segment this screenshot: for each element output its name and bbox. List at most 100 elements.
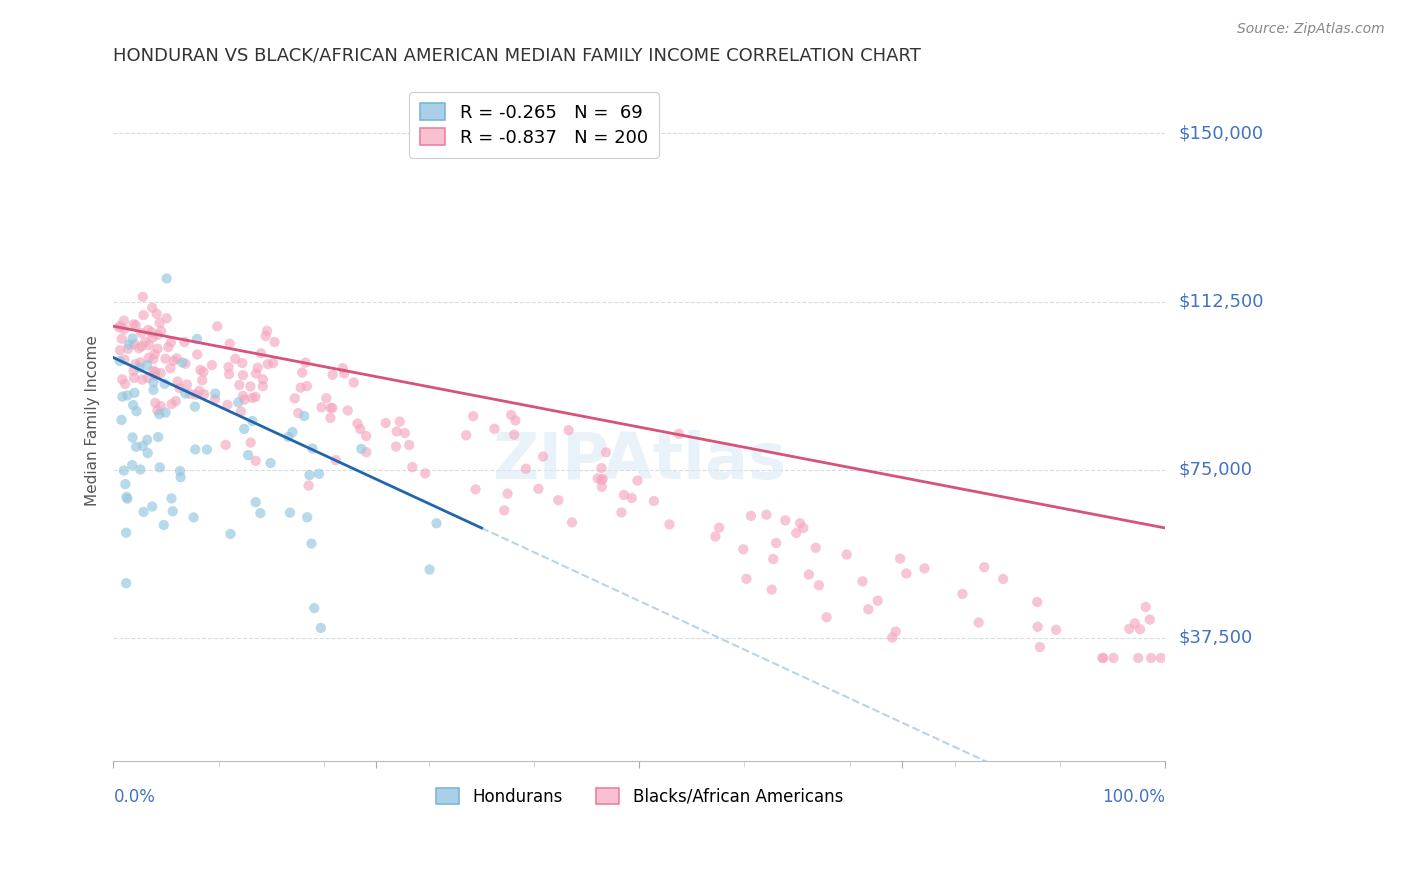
Point bbox=[297, 478, 319, 492]
Point bbox=[557, 423, 579, 437]
Point bbox=[374, 416, 396, 430]
Point bbox=[174, 357, 197, 371]
Point bbox=[254, 329, 277, 343]
Point bbox=[166, 351, 188, 366]
Point bbox=[111, 372, 134, 386]
Point bbox=[218, 336, 240, 351]
Text: $75,000: $75,000 bbox=[1180, 460, 1253, 479]
Point bbox=[1026, 595, 1049, 609]
Point bbox=[385, 440, 408, 454]
Point bbox=[884, 624, 907, 639]
Point bbox=[775, 513, 797, 527]
Point bbox=[112, 322, 135, 336]
Point bbox=[290, 381, 312, 395]
Point bbox=[111, 332, 134, 346]
Y-axis label: Median Family Income: Median Family Income bbox=[86, 334, 100, 506]
Point bbox=[141, 301, 163, 315]
Point bbox=[184, 442, 207, 457]
Point bbox=[733, 542, 755, 557]
Point bbox=[1045, 623, 1067, 637]
Point bbox=[157, 340, 180, 354]
Point bbox=[162, 504, 184, 518]
Point bbox=[346, 417, 368, 431]
Point bbox=[226, 395, 249, 409]
Point bbox=[332, 361, 354, 376]
Point bbox=[173, 334, 195, 349]
Point bbox=[136, 323, 159, 337]
Point bbox=[1026, 620, 1049, 634]
Point bbox=[401, 460, 423, 475]
Point bbox=[785, 525, 807, 540]
Point bbox=[866, 593, 889, 607]
Point bbox=[231, 356, 253, 370]
Point bbox=[388, 415, 411, 429]
Point bbox=[626, 474, 648, 488]
Point bbox=[190, 363, 212, 377]
Point bbox=[239, 379, 262, 393]
Point bbox=[501, 408, 523, 422]
Point bbox=[249, 506, 271, 520]
Point bbox=[882, 631, 904, 645]
Point bbox=[141, 500, 163, 514]
Text: HONDURAN VS BLACK/AFRICAN AMERICAN MEDIAN FAMILY INCOME CORRELATION CHART: HONDURAN VS BLACK/AFRICAN AMERICAN MEDIA… bbox=[114, 46, 921, 64]
Legend: Hondurans, Blacks/African Americans: Hondurans, Blacks/African Americans bbox=[427, 780, 851, 814]
Point bbox=[245, 454, 267, 468]
Point bbox=[263, 334, 285, 349]
Point bbox=[108, 354, 131, 368]
Point bbox=[214, 438, 236, 452]
Point bbox=[149, 460, 172, 475]
Point bbox=[298, 468, 321, 483]
Point bbox=[356, 445, 378, 459]
Point bbox=[117, 342, 139, 356]
Point bbox=[297, 510, 319, 524]
Point bbox=[496, 486, 519, 500]
Point bbox=[354, 429, 377, 443]
Point bbox=[1129, 622, 1152, 636]
Point bbox=[815, 610, 838, 624]
Point bbox=[967, 615, 990, 630]
Point bbox=[218, 359, 240, 374]
Point bbox=[118, 337, 141, 351]
Point bbox=[262, 356, 284, 370]
Text: $112,500: $112,500 bbox=[1180, 293, 1264, 310]
Point bbox=[291, 366, 314, 380]
Point bbox=[142, 383, 165, 397]
Point bbox=[148, 407, 170, 421]
Point bbox=[325, 453, 347, 467]
Point bbox=[169, 464, 191, 478]
Point bbox=[176, 377, 198, 392]
Point bbox=[122, 398, 145, 412]
Point bbox=[129, 355, 152, 369]
Point bbox=[159, 335, 181, 350]
Point bbox=[792, 521, 814, 535]
Point bbox=[309, 621, 332, 635]
Point bbox=[142, 375, 165, 389]
Point bbox=[236, 448, 259, 462]
Point bbox=[112, 352, 135, 367]
Point bbox=[228, 378, 250, 392]
Point bbox=[174, 386, 197, 401]
Point bbox=[193, 387, 215, 401]
Point bbox=[115, 490, 138, 504]
Point bbox=[188, 384, 211, 398]
Point bbox=[301, 442, 323, 456]
Point bbox=[170, 470, 193, 484]
Point bbox=[527, 482, 550, 496]
Point bbox=[143, 368, 166, 383]
Point bbox=[142, 364, 165, 378]
Point bbox=[165, 394, 187, 409]
Point bbox=[184, 387, 207, 401]
Point bbox=[658, 517, 681, 532]
Point bbox=[394, 426, 416, 441]
Point bbox=[333, 366, 356, 380]
Point bbox=[124, 357, 146, 371]
Point bbox=[125, 318, 148, 332]
Point bbox=[146, 342, 169, 356]
Point bbox=[132, 290, 155, 304]
Point bbox=[193, 365, 215, 379]
Point bbox=[295, 379, 318, 393]
Point bbox=[111, 390, 134, 404]
Point bbox=[112, 313, 135, 327]
Point bbox=[252, 372, 274, 386]
Point bbox=[121, 430, 143, 444]
